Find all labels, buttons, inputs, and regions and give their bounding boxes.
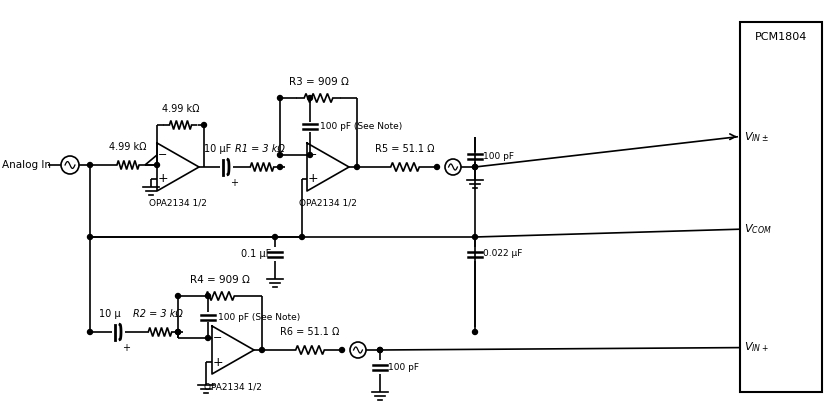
Text: −: −	[213, 333, 222, 343]
Circle shape	[88, 234, 93, 239]
Circle shape	[339, 347, 344, 352]
Circle shape	[277, 165, 282, 170]
Circle shape	[205, 294, 210, 299]
Text: $V_{COM}$: $V_{COM}$	[743, 222, 771, 236]
Circle shape	[377, 347, 382, 352]
Text: 4.99 kΩ: 4.99 kΩ	[161, 104, 199, 114]
Text: R2 = 3 kΩ: R2 = 3 kΩ	[133, 309, 183, 319]
Circle shape	[175, 294, 180, 299]
Bar	[739, 22, 821, 392]
Circle shape	[88, 163, 93, 168]
Text: R1 = 3 kΩ: R1 = 3 kΩ	[235, 144, 284, 154]
Text: 100 pF (See Note): 100 pF (See Note)	[218, 312, 300, 321]
Text: 10 μ: 10 μ	[99, 309, 121, 319]
Text: 4.99 kΩ: 4.99 kΩ	[109, 142, 146, 152]
Circle shape	[201, 123, 206, 128]
Circle shape	[472, 330, 477, 334]
Text: $V_{IN+}$: $V_{IN+}$	[743, 341, 768, 354]
Circle shape	[299, 234, 304, 239]
Text: 100 pF: 100 pF	[482, 152, 514, 161]
Circle shape	[272, 234, 277, 239]
Text: 100 pF: 100 pF	[388, 362, 418, 372]
Circle shape	[277, 152, 282, 158]
Circle shape	[175, 330, 180, 334]
Text: 100 pF (See Note): 100 pF (See Note)	[319, 122, 402, 131]
Circle shape	[205, 336, 210, 341]
Circle shape	[472, 165, 477, 170]
Circle shape	[88, 330, 93, 334]
Text: R3 = 909 Ω: R3 = 909 Ω	[289, 77, 348, 87]
Text: −: −	[158, 150, 168, 160]
Circle shape	[277, 95, 282, 100]
Text: +: +	[157, 173, 168, 186]
Circle shape	[259, 347, 264, 352]
Text: +: +	[213, 355, 223, 368]
Text: R5 = 51.1 Ω: R5 = 51.1 Ω	[375, 144, 434, 154]
Circle shape	[354, 165, 359, 170]
Text: 0.1 μF: 0.1 μF	[241, 249, 270, 259]
Circle shape	[377, 347, 382, 352]
Circle shape	[472, 234, 477, 239]
Circle shape	[307, 152, 312, 158]
Text: PCM1804: PCM1804	[754, 32, 806, 42]
Circle shape	[155, 163, 160, 168]
Text: Analog In: Analog In	[2, 160, 51, 170]
Text: $V_{IN\pm}$: $V_{IN\pm}$	[743, 130, 768, 144]
Text: OPA2134 1/2: OPA2134 1/2	[299, 199, 356, 208]
Text: OPA2134 1/2: OPA2134 1/2	[203, 382, 261, 391]
Text: OPA2134 1/2: OPA2134 1/2	[149, 199, 207, 208]
Circle shape	[472, 165, 477, 170]
Text: +: +	[122, 343, 130, 353]
Text: +: +	[308, 173, 318, 186]
Text: R4 = 909 Ω: R4 = 909 Ω	[190, 275, 250, 285]
Text: −: −	[308, 150, 318, 160]
Text: 0.022 μF: 0.022 μF	[482, 249, 522, 258]
Circle shape	[175, 330, 180, 334]
Circle shape	[307, 95, 312, 100]
Text: +: +	[230, 178, 237, 188]
Circle shape	[434, 165, 439, 170]
Text: R6 = 51.1 Ω: R6 = 51.1 Ω	[280, 327, 339, 337]
Text: 10 μF: 10 μF	[204, 144, 232, 154]
